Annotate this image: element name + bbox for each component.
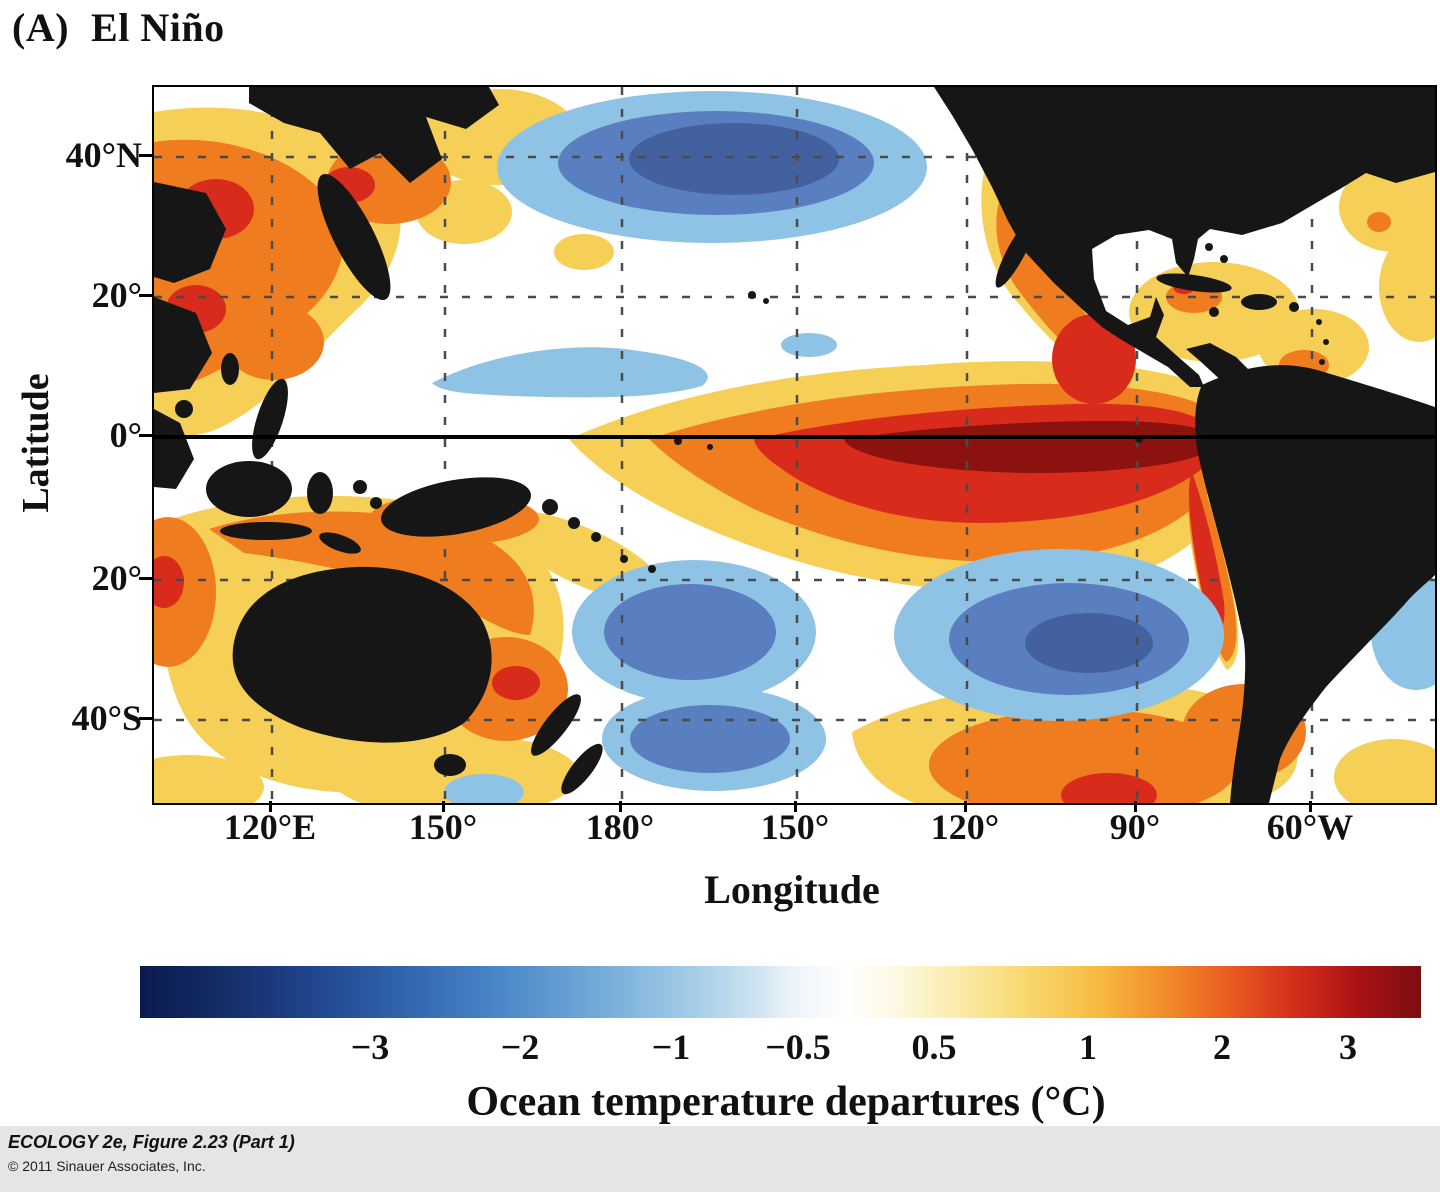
credit-footer (0, 1126, 1440, 1192)
axis-tick (619, 801, 622, 812)
colorbar-tick-label: 2 (1213, 1027, 1231, 1067)
axis-tick (139, 154, 152, 157)
x-tick-label: 150° (760, 807, 830, 847)
axis-tick (442, 801, 445, 812)
colorbar-tick-label: 0.5 (911, 1027, 957, 1067)
colorbar-tick-label: 1 (1079, 1027, 1097, 1067)
y-tick-label: 20° (91, 275, 142, 315)
figure-credit: ECOLOGY 2e, Figure 2.23 (Part 1) (8, 1132, 295, 1152)
y-tick-label: 40°S (71, 698, 142, 738)
colorbar-tick-label: −1 (651, 1027, 691, 1067)
colorbar-gradient (140, 966, 1421, 1018)
panel-label: (A) (12, 5, 70, 50)
x-tick-label: 120°E (223, 807, 317, 847)
x-tick-label: 90° (1109, 807, 1161, 847)
y-tick-label: 0° (109, 415, 142, 455)
x-tick-label: 180° (585, 807, 655, 847)
x-axis-label: Longitude (704, 867, 880, 912)
colorbar-tick-label: −3 (350, 1027, 390, 1067)
figure-title-text: El Niño (91, 5, 225, 50)
x-tick-label: 120° (930, 807, 1000, 847)
axis-tick (1309, 801, 1312, 812)
colorbar-tick-label: −2 (500, 1027, 540, 1067)
axis-tick (269, 801, 272, 812)
axis-tick (139, 577, 152, 580)
pacific-anomaly-map (154, 87, 1435, 803)
x-tick-label: 60°W (1266, 807, 1354, 847)
axis-tick (1134, 801, 1137, 812)
colorbar-label: Ocean temperature departures (°C) (466, 1079, 1106, 1125)
anomaly-darkred-layer (844, 421, 1218, 473)
landmasses (154, 87, 1435, 803)
colorbar-tick-label: −0.5 (765, 1027, 831, 1067)
copyright-credit: © 2011 Sinauer Associates, Inc. (8, 1158, 206, 1174)
map-canvas (152, 85, 1437, 805)
axis-tick (139, 717, 152, 720)
axis-tick (139, 294, 152, 297)
axis-tick (139, 434, 152, 437)
anomaly-darkblue-layer (629, 123, 1153, 673)
axis-tick (964, 801, 967, 812)
y-tick-label: 40°N (65, 135, 142, 175)
x-tick-label: 150° (408, 807, 478, 847)
axis-tick (794, 801, 797, 812)
y-tick-label: 20° (91, 558, 142, 598)
figure-title: (A) El Niño (12, 4, 225, 51)
colorbar-tick-label: 3 (1339, 1027, 1357, 1067)
